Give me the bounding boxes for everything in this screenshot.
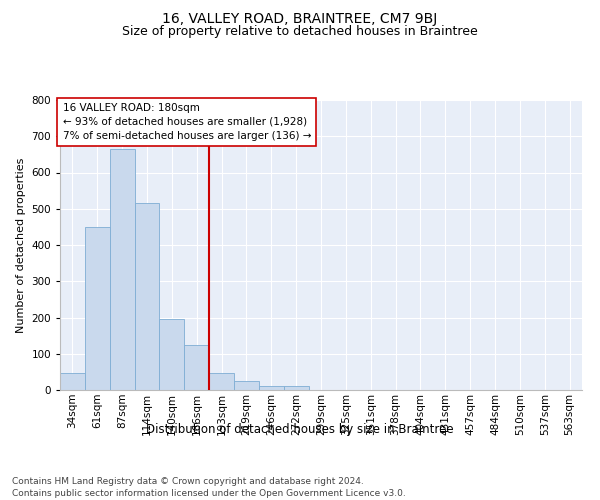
Bar — [85, 227, 110, 390]
Bar — [234, 381, 259, 390]
Bar — [284, 386, 308, 390]
Text: 16, VALLEY ROAD, BRAINTREE, CM7 9BJ: 16, VALLEY ROAD, BRAINTREE, CM7 9BJ — [163, 12, 437, 26]
Bar — [110, 148, 134, 390]
Bar — [60, 373, 85, 390]
Text: 16 VALLEY ROAD: 180sqm
← 93% of detached houses are smaller (1,928)
7% of semi-d: 16 VALLEY ROAD: 180sqm ← 93% of detached… — [62, 103, 311, 141]
Bar — [160, 319, 184, 390]
Text: Contains HM Land Registry data © Crown copyright and database right 2024.
Contai: Contains HM Land Registry data © Crown c… — [12, 476, 406, 498]
Text: Distribution of detached houses by size in Braintree: Distribution of detached houses by size … — [146, 422, 454, 436]
Bar — [134, 204, 160, 390]
Text: Size of property relative to detached houses in Braintree: Size of property relative to detached ho… — [122, 25, 478, 38]
Bar — [209, 373, 234, 390]
Y-axis label: Number of detached properties: Number of detached properties — [16, 158, 26, 332]
Bar — [259, 386, 284, 390]
Bar — [184, 344, 209, 390]
